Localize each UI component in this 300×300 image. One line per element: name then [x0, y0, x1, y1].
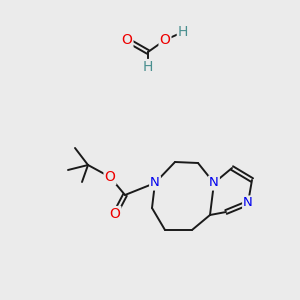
Text: O: O	[122, 33, 132, 47]
Text: N: N	[150, 176, 160, 190]
Text: H: H	[143, 60, 153, 74]
Text: O: O	[105, 170, 116, 184]
Text: N: N	[209, 176, 219, 190]
Text: H: H	[178, 25, 188, 39]
Text: O: O	[110, 207, 120, 221]
Text: O: O	[160, 33, 170, 47]
Text: N: N	[243, 196, 253, 209]
